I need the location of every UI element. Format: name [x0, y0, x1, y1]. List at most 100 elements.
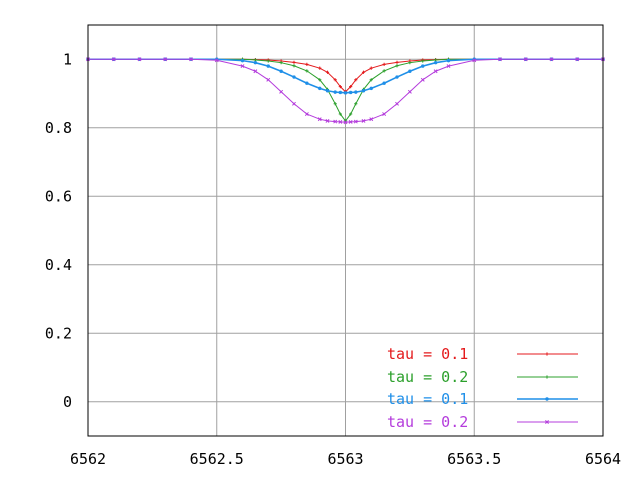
data-point	[111, 57, 116, 62]
data-point	[333, 90, 337, 94]
legend-entry: tau = 0.2	[387, 368, 578, 386]
data-point	[354, 78, 358, 82]
data-point	[304, 112, 309, 117]
data-point	[382, 81, 386, 85]
legend: tau = 0.1 tau = 0.2 tau = 0.1 tau = 0.2	[387, 345, 578, 431]
data-point	[305, 81, 309, 85]
grid-layer	[88, 25, 603, 436]
data-point	[420, 77, 425, 82]
data-point	[407, 89, 412, 94]
y-tick-label: 0.6	[45, 187, 72, 205]
data-point	[382, 69, 386, 73]
data-point	[189, 57, 193, 62]
legend-label: tau = 0.2	[387, 368, 468, 386]
series-layer	[86, 57, 605, 125]
data-point	[137, 57, 142, 62]
data-point	[338, 90, 343, 95]
data-point	[354, 102, 358, 106]
tick-label-layer: 6562 6562.5 6563 6563.5 6564 0 0.2 0.4 0.6 0.8 1	[45, 50, 621, 468]
data-point	[395, 75, 399, 79]
data-point	[333, 102, 337, 106]
data-point	[433, 60, 438, 65]
data-point	[333, 78, 337, 82]
data-point	[395, 60, 399, 64]
data-point	[446, 58, 451, 63]
data-point	[292, 64, 296, 68]
data-point	[545, 375, 549, 379]
data-point	[318, 86, 322, 91]
data-point	[253, 60, 258, 65]
legend-entry: tau = 0.1	[387, 345, 578, 363]
data-point	[421, 59, 425, 63]
data-point	[382, 112, 387, 117]
data-point	[292, 101, 296, 106]
data-point	[305, 62, 309, 66]
data-point	[421, 64, 425, 68]
data-point	[240, 58, 245, 63]
data-point	[343, 120, 348, 125]
series-4	[86, 57, 605, 125]
data-point	[361, 89, 366, 93]
data-point	[369, 86, 373, 91]
data-point	[266, 64, 270, 68]
data-point	[292, 75, 296, 79]
data-point	[382, 62, 386, 66]
legend-label: tau = 0.1	[387, 345, 468, 363]
x-tick-label: 6564	[585, 450, 621, 468]
x-tick-label: 6562	[70, 450, 106, 468]
legend-label: tau = 0.1	[387, 390, 468, 408]
data-point	[325, 70, 330, 74]
data-point	[361, 118, 366, 123]
data-point	[163, 57, 168, 62]
data-point	[472, 58, 477, 63]
data-point	[549, 57, 554, 62]
x-tick-label: 6563	[327, 450, 363, 468]
data-point	[369, 78, 373, 82]
data-point	[305, 69, 309, 73]
data-point	[240, 64, 245, 69]
data-point	[266, 59, 270, 63]
x-tick-label: 6562.5	[190, 450, 244, 468]
data-point	[343, 91, 348, 95]
data-point	[348, 119, 353, 124]
data-point	[433, 69, 438, 74]
data-point	[266, 77, 271, 82]
data-point	[545, 420, 549, 424]
legend-entry: tau = 0.1	[387, 390, 578, 408]
data-point	[575, 57, 580, 62]
y-tick-label: 0.2	[45, 324, 72, 342]
data-point	[292, 60, 296, 64]
data-point	[333, 119, 338, 124]
y-tick-label: 0	[63, 393, 72, 411]
legend-label: tau = 0.2	[387, 413, 468, 431]
data-point	[446, 64, 451, 69]
data-point	[395, 64, 399, 68]
data-point	[361, 70, 366, 74]
data-point	[349, 85, 353, 89]
data-point	[545, 352, 549, 356]
legend-entry: tau = 0.2	[387, 413, 578, 431]
data-point	[318, 66, 322, 70]
data-point	[279, 61, 283, 65]
data-point	[353, 119, 358, 124]
data-point	[318, 78, 322, 82]
data-point	[395, 101, 399, 106]
data-point	[369, 66, 373, 70]
data-point	[408, 61, 412, 65]
data-point	[279, 89, 284, 94]
y-tick-label: 0.8	[45, 119, 72, 137]
data-point	[253, 69, 258, 74]
data-point	[279, 69, 283, 73]
data-point	[408, 69, 412, 73]
data-point	[214, 58, 219, 63]
data-point	[523, 57, 528, 62]
data-point	[325, 89, 330, 93]
y-tick-label: 1	[63, 50, 72, 68]
data-point	[354, 90, 358, 94]
data-point	[545, 397, 549, 401]
data-point	[338, 112, 342, 116]
x-tick-label: 6563.5	[447, 450, 501, 468]
data-point	[338, 85, 342, 89]
data-point	[498, 57, 502, 62]
